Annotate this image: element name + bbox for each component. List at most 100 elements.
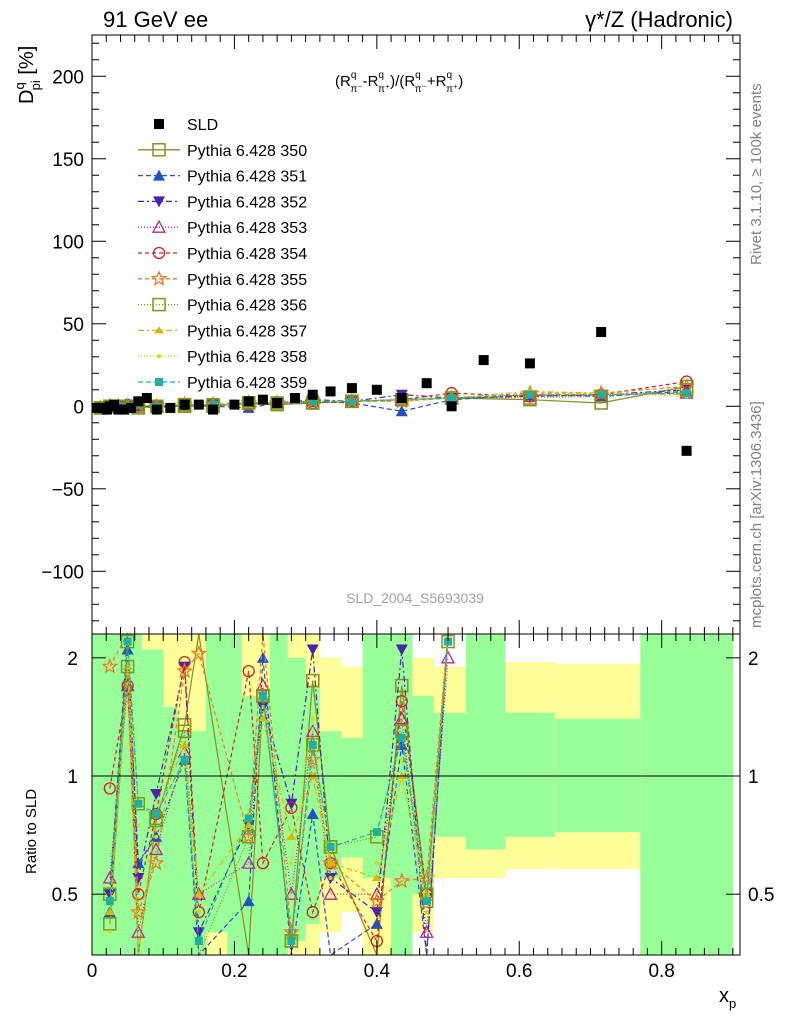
ratio-point	[305, 723, 320, 737]
ratio-point	[241, 855, 256, 869]
ratio-point	[191, 886, 206, 900]
sld-point	[346, 383, 357, 394]
ratio-point	[419, 924, 434, 938]
ratio-point	[374, 861, 379, 866]
series-point	[308, 397, 317, 406]
ratio-point	[399, 757, 404, 762]
band-stat	[505, 712, 555, 837]
sld-point	[126, 402, 137, 413]
legend-label: Pythia 6.428 354	[187, 246, 307, 263]
ratio-line	[109, 633, 449, 956]
sld-point	[179, 399, 190, 410]
ratio-point	[180, 755, 189, 764]
series-point	[270, 396, 284, 410]
ratio-point	[178, 655, 191, 669]
ratio-point	[190, 644, 208, 661]
ratio-point	[397, 733, 406, 742]
ratio-point	[308, 740, 317, 749]
ratio-point	[258, 691, 267, 700]
ratio-y-tick-label: 1	[67, 767, 78, 788]
sld-point	[243, 396, 254, 407]
ratio-point	[287, 936, 296, 945]
legend-label: Pythia 6.428 355	[187, 272, 307, 289]
sld-point	[307, 389, 318, 400]
ratio-point	[286, 832, 297, 840]
ratio-point	[395, 695, 408, 708]
ratio-point	[152, 810, 161, 819]
ratio-y-tick-label-right: 1	[748, 767, 759, 788]
x-tick-label: 0.6	[506, 961, 532, 982]
ratio-line	[109, 631, 449, 933]
sld-point	[208, 404, 219, 415]
ratio-point	[369, 886, 384, 900]
legend-label: Pythia 6.428 352	[187, 194, 307, 211]
ratio-point	[285, 798, 298, 810]
ratio-point	[104, 908, 115, 916]
ratio-point	[103, 917, 117, 931]
axes: −100 −50 0 50 100 150 200 0.5 0.5 1 1 2 2 0 0.2 0.4 0.6 0…	[41, 34, 774, 982]
sld-point	[478, 355, 489, 366]
ratio-y-tick-label-right: 2	[748, 649, 759, 670]
series-point	[177, 397, 192, 412]
x-tick-label: 0.4	[364, 961, 391, 982]
ratio-point	[193, 890, 204, 898]
ratio-point	[418, 869, 435, 886]
ratio-point	[284, 934, 299, 948]
sld-point	[151, 404, 162, 415]
sld-point	[396, 393, 407, 404]
legend-marker	[151, 219, 167, 233]
ratio-point	[305, 673, 320, 688]
svg-text:Dqpi [%]: Dqpi [%]	[12, 46, 43, 104]
ratio-point	[306, 906, 319, 919]
ratio-y-tick-label-right: 0.5	[748, 885, 774, 906]
ratio-point	[123, 637, 132, 646]
sld-point	[229, 399, 240, 410]
ratio-point	[306, 644, 319, 656]
ratio-point	[177, 724, 192, 739]
ratio-point	[240, 827, 258, 844]
ratio-point	[176, 662, 193, 679]
series-point	[447, 394, 456, 403]
x-tick-label: 0	[87, 961, 98, 982]
main-y-tick-label: −50	[52, 480, 84, 501]
sld-point	[524, 358, 535, 369]
band-stat	[163, 706, 178, 955]
series-point	[597, 390, 606, 399]
legend-label: Pythia 6.428 358	[187, 349, 307, 366]
ratio-point	[256, 689, 270, 703]
ratio-y-tick-label: 2	[67, 649, 78, 670]
ratio-point	[242, 664, 255, 678]
ratio-point	[304, 751, 322, 767]
sld-point	[113, 404, 124, 415]
band-stat	[465, 634, 506, 850]
ratio-point	[103, 782, 116, 795]
ratio-point	[306, 808, 319, 820]
legend-label: Pythia 6.428 350	[187, 143, 307, 160]
ratio-point	[284, 886, 299, 900]
ratio-point	[103, 889, 116, 901]
legend-label: Pythia 6.428 351	[187, 169, 307, 186]
sld-point	[371, 384, 382, 395]
ratio-point	[323, 840, 338, 854]
series-point	[395, 405, 408, 417]
svg-text:(Rqπ⁻-Rqπ⁺)/(Rqπ⁻+Rqπ⁺): (Rq π⁻-Rq π⁺)/(Rq π⁻+Rq π⁺)	[335, 70, 463, 95]
ratio-point	[422, 897, 431, 906]
ratio-y-tick-label: 0.5	[52, 885, 78, 906]
series-point	[345, 394, 359, 409]
ratio-y-axis-label: Ratio to SLD	[23, 789, 40, 874]
svg-text:xp: xp	[719, 985, 736, 1011]
ratio-point	[129, 903, 147, 920]
ratio-point	[243, 821, 254, 829]
ratio-point	[132, 857, 145, 869]
ratio-point	[424, 910, 429, 915]
sld-point	[325, 386, 336, 397]
ratio-point	[150, 788, 163, 800]
ratio-point	[440, 650, 456, 664]
ratio-point	[179, 740, 190, 748]
legend-marker	[155, 378, 163, 386]
ratio-uncertainty-bands	[92, 634, 733, 955]
ratio-point	[242, 895, 255, 907]
sld-point	[141, 393, 152, 404]
ratio-point	[444, 637, 453, 646]
